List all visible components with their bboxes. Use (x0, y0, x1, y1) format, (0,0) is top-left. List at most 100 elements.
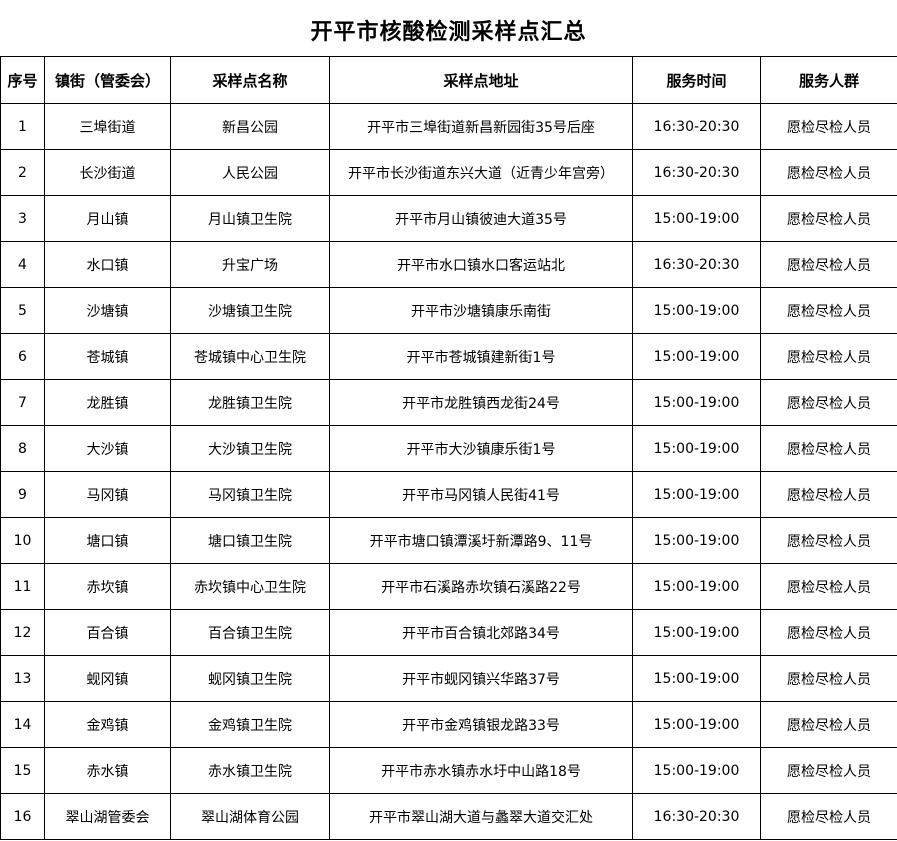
table-row: 14 金鸡镇 金鸡镇卫生院 开平市金鸡镇银龙路33号 15:00-19:00 愿检尽检人员 (0, 701, 897, 748)
table-row: 7 龙胜镇 龙胜镇卫生院 开平市龙胜镇西龙街24号 15:00-19:00 愿检尽检人员 (0, 379, 897, 426)
cell-address: 开平市赤水镇赤水圩中山路18号 (329, 747, 633, 794)
table-row: 16 翠山湖管委会 翠山湖体育公园 开平市翠山湖大道与蠡翠大道交汇处 16:30-20:… (0, 793, 897, 840)
cell-town: 金鸡镇 (44, 701, 171, 748)
cell-site-name: 赤坎镇中心卫生院 (170, 563, 330, 610)
cell-service-group: 愿检尽检人员 (760, 471, 897, 518)
cell-index: 7 (0, 379, 45, 426)
cell-service-group: 愿检尽检人员 (760, 701, 897, 748)
cell-site-name: 龙胜镇卫生院 (170, 379, 330, 426)
cell-site-name: 沙塘镇卫生院 (170, 287, 330, 334)
cell-address: 开平市大沙镇康乐街1号 (329, 425, 633, 472)
cell-address: 开平市沙塘镇康乐南街 (329, 287, 633, 334)
cell-site-name: 新昌公园 (170, 103, 330, 150)
cell-service-time: 16:30-20:30 (632, 241, 761, 288)
header-col-index: 序号 (0, 56, 45, 104)
cell-town: 三埠街道 (44, 103, 171, 150)
cell-town: 长沙街道 (44, 149, 171, 196)
cell-index: 14 (0, 701, 45, 748)
cell-address: 开平市蚬冈镇兴华路37号 (329, 655, 633, 702)
cell-service-time: 15:00-19:00 (632, 655, 761, 702)
cell-index: 5 (0, 287, 45, 334)
cell-address: 开平市水口镇水口客运站北 (329, 241, 633, 288)
cell-address: 开平市百合镇北郊路34号 (329, 609, 633, 656)
header-col-address: 采样点地址 (329, 56, 633, 104)
cell-index: 10 (0, 517, 45, 564)
table-row: 10 塘口镇 塘口镇卫生院 开平市塘口镇潭溪圩新潭路9、11号 15:00-19:00 愿… (0, 517, 897, 564)
cell-index: 9 (0, 471, 45, 518)
cell-address: 开平市长沙街道东兴大道（近青少年宫旁） (329, 149, 633, 196)
table-row: 4 水口镇 升宝广场 开平市水口镇水口客运站北 16:30-20:30 愿检尽检人员 (0, 241, 897, 288)
cell-town: 月山镇 (44, 195, 171, 242)
cell-service-group: 愿检尽检人员 (760, 425, 897, 472)
table-row: 9 马冈镇 马冈镇卫生院 开平市马冈镇人民街41号 15:00-19:00 愿检尽检人员 (0, 471, 897, 518)
cell-site-name: 人民公园 (170, 149, 330, 196)
table-row: 15 赤水镇 赤水镇卫生院 开平市赤水镇赤水圩中山路18号 15:00-19:00 愿检尽… (0, 747, 897, 794)
cell-service-time: 15:00-19:00 (632, 425, 761, 472)
header-col-site-name: 采样点名称 (170, 56, 330, 104)
cell-service-group: 愿检尽检人员 (760, 379, 897, 426)
header-col-town: 镇街（管委会） (44, 56, 171, 104)
table-row: 1 三埠街道 新昌公园 开平市三埠街道新昌新园街35号后座 16:30-20:30 愿检尽… (0, 103, 897, 150)
table-row: 12 百合镇 百合镇卫生院 开平市百合镇北郊路34号 15:00-19:00 愿检尽检人员 (0, 609, 897, 656)
cell-service-group: 愿检尽检人员 (760, 517, 897, 564)
cell-index: 4 (0, 241, 45, 288)
cell-service-group: 愿检尽检人员 (760, 655, 897, 702)
cell-town: 赤水镇 (44, 747, 171, 794)
cell-service-time: 15:00-19:00 (632, 517, 761, 564)
cell-site-name: 金鸡镇卫生院 (170, 701, 330, 748)
cell-index: 15 (0, 747, 45, 794)
cell-site-name: 蚬冈镇卫生院 (170, 655, 330, 702)
cell-index: 12 (0, 609, 45, 656)
cell-service-time: 15:00-19:00 (632, 609, 761, 656)
cell-address: 开平市月山镇彼迪大道35号 (329, 195, 633, 242)
cell-site-name: 月山镇卫生院 (170, 195, 330, 242)
cell-service-time: 16:30-20:30 (632, 793, 761, 840)
cell-service-time: 16:30-20:30 (632, 149, 761, 196)
cell-site-name: 升宝广场 (170, 241, 330, 288)
cell-service-group: 愿检尽检人员 (760, 609, 897, 656)
cell-service-group: 愿检尽检人员 (760, 333, 897, 380)
cell-address: 开平市龙胜镇西龙街24号 (329, 379, 633, 426)
cell-service-group: 愿检尽检人员 (760, 103, 897, 150)
cell-town: 翠山湖管委会 (44, 793, 171, 840)
table-row: 13 蚬冈镇 蚬冈镇卫生院 开平市蚬冈镇兴华路37号 15:00-19:00 愿检尽检人员 (0, 655, 897, 702)
cell-service-time: 16:30-20:30 (632, 103, 761, 150)
cell-town: 水口镇 (44, 241, 171, 288)
cell-address: 开平市塘口镇潭溪圩新潭路9、11号 (329, 517, 633, 564)
cell-site-name: 塘口镇卫生院 (170, 517, 330, 564)
cell-service-time: 15:00-19:00 (632, 333, 761, 380)
cell-site-name: 苍城镇中心卫生院 (170, 333, 330, 380)
cell-service-group: 愿检尽检人员 (760, 149, 897, 196)
cell-service-time: 15:00-19:00 (632, 563, 761, 610)
cell-index: 11 (0, 563, 45, 610)
table-row: 5 沙塘镇 沙塘镇卫生院 开平市沙塘镇康乐南街 15:00-19:00 愿检尽检人员 (0, 287, 897, 334)
cell-service-time: 15:00-19:00 (632, 747, 761, 794)
cell-service-group: 愿检尽检人员 (760, 747, 897, 794)
cell-index: 1 (0, 103, 45, 150)
cell-town: 马冈镇 (44, 471, 171, 518)
cell-service-group: 愿检尽检人员 (760, 287, 897, 334)
cell-site-name: 大沙镇卫生院 (170, 425, 330, 472)
header-col-service-group: 服务人群 (760, 56, 897, 104)
cell-site-name: 翠山湖体育公园 (170, 793, 330, 840)
cell-town: 大沙镇 (44, 425, 171, 472)
cell-town: 百合镇 (44, 609, 171, 656)
cell-town: 龙胜镇 (44, 379, 171, 426)
cell-index: 16 (0, 793, 45, 840)
cell-service-group: 愿检尽检人员 (760, 195, 897, 242)
table-row: 2 长沙街道 人民公园 开平市长沙街道东兴大道（近青少年宫旁） 16:30-20:30 愿… (0, 149, 897, 196)
cell-address: 开平市石溪路赤坎镇石溪路22号 (329, 563, 633, 610)
cell-index: 2 (0, 149, 45, 196)
cell-service-time: 15:00-19:00 (632, 379, 761, 426)
table-row: 11 赤坎镇 赤坎镇中心卫生院 开平市石溪路赤坎镇石溪路22号 15:00-19:00 愿… (0, 563, 897, 610)
cell-service-time: 15:00-19:00 (632, 287, 761, 334)
cell-service-time: 15:00-19:00 (632, 195, 761, 242)
cell-site-name: 赤水镇卫生院 (170, 747, 330, 794)
cell-address: 开平市金鸡镇银龙路33号 (329, 701, 633, 748)
cell-site-name: 马冈镇卫生院 (170, 471, 330, 518)
cell-town: 沙塘镇 (44, 287, 171, 334)
cell-town: 蚬冈镇 (44, 655, 171, 702)
cell-town: 赤坎镇 (44, 563, 171, 610)
cell-address: 开平市马冈镇人民街41号 (329, 471, 633, 518)
table-row: 6 苍城镇 苍城镇中心卫生院 开平市苍城镇建新街1号 15:00-19:00 愿检尽检人员 (0, 333, 897, 380)
